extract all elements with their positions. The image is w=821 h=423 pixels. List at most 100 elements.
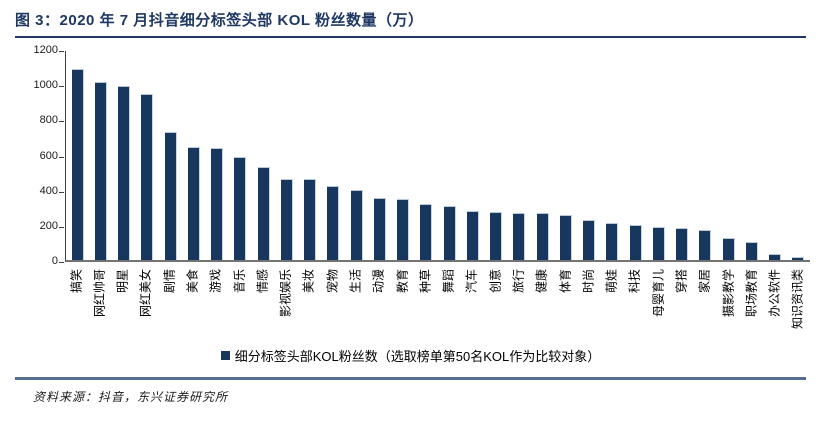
- x-axis-label: 种草: [418, 269, 433, 294]
- bar-column: [229, 51, 252, 260]
- bar-column: [485, 51, 508, 260]
- bar: [513, 213, 526, 260]
- x-axis-label: 体育: [558, 269, 573, 294]
- x-axis-label: 摄影教学: [721, 269, 736, 318]
- bar: [490, 211, 503, 260]
- bar-column: [299, 51, 322, 260]
- x-axis-label: 职场教育: [744, 269, 759, 318]
- bar: [745, 242, 758, 260]
- bar: [373, 197, 386, 260]
- x-axis-label: 旅行: [511, 269, 526, 294]
- bar: [234, 157, 247, 260]
- bar: [606, 223, 619, 260]
- bar-column: [113, 51, 136, 260]
- y-axis-label: 1000: [33, 79, 58, 92]
- bar-column: [624, 51, 647, 260]
- bar: [164, 131, 177, 260]
- x-axis-label: 搞笑: [69, 269, 84, 294]
- bar: [327, 186, 340, 260]
- bar: [559, 215, 572, 260]
- y-axis-tick: [59, 121, 64, 123]
- footer-divider: [15, 377, 806, 380]
- bar-column: [275, 51, 298, 260]
- bar: [420, 203, 433, 260]
- bar-column: [717, 51, 740, 260]
- bar-column: [322, 51, 345, 260]
- bar: [350, 189, 363, 260]
- x-axis-label: 生活: [348, 269, 363, 294]
- x-axis-label: 办公软件: [767, 269, 782, 318]
- title-underline: [15, 36, 806, 38]
- bar-column: [694, 51, 717, 260]
- bar-column: [159, 51, 182, 260]
- bar: [699, 230, 712, 260]
- x-axis-label: 健康: [534, 269, 549, 294]
- bar-column: [438, 51, 461, 260]
- bar-column: [136, 51, 159, 260]
- bar-column: [601, 51, 624, 260]
- plot-area: [65, 51, 810, 262]
- bar-column: [66, 51, 89, 260]
- bar: [676, 227, 689, 260]
- x-axis-label: 剧情: [162, 269, 177, 294]
- bar-column: [206, 51, 229, 260]
- y-axis-label: 400: [39, 184, 58, 197]
- bar: [304, 179, 317, 260]
- x-axis-label: 美妆: [301, 269, 316, 294]
- y-axis-label: 600: [39, 149, 58, 162]
- y-axis-label: 1200: [33, 44, 58, 56]
- bar: [118, 85, 131, 260]
- x-axis-label: 汽车: [464, 269, 479, 294]
- y-axis-tick: [59, 156, 64, 158]
- bar: [792, 256, 805, 260]
- bar: [583, 219, 596, 260]
- figure-header: 图 3：2020 年 7 月抖音细分标签头部 KOL 粉丝数量（万）: [0, 0, 821, 30]
- bar-column: [508, 51, 531, 260]
- x-axis-label: 科技: [627, 269, 642, 294]
- bar-column: [531, 51, 554, 260]
- bar-column: [461, 51, 484, 260]
- bar: [71, 69, 84, 260]
- bar: [769, 253, 782, 260]
- bar: [443, 205, 456, 260]
- y-axis-tick: [59, 262, 64, 263]
- bar-column: [252, 51, 275, 260]
- bar-column: [554, 51, 577, 260]
- bar: [466, 210, 479, 260]
- x-axis-label: 穿搭: [674, 269, 689, 294]
- x-axis-label: 家居: [697, 269, 712, 294]
- bar: [141, 93, 154, 260]
- bar-column: [415, 51, 438, 260]
- bar-column: [182, 51, 205, 260]
- y-axis-tick: [59, 226, 64, 228]
- figure-title: 图 3：2020 年 7 月抖音细分标签头部 KOL 粉丝数量（万）: [15, 12, 424, 29]
- legend-square-icon: [220, 351, 230, 360]
- x-axis-label: 动漫: [371, 269, 386, 294]
- bar-chart: 0 200 400 600 800 1000 1200 搞笑 网红帅哥 明星 网红美女 剧情 美食 游戏…: [0, 44, 821, 344]
- x-axis-label: 音乐: [232, 269, 247, 294]
- y-axis-label: 200: [39, 219, 58, 232]
- bar-column: [671, 51, 694, 260]
- bar-column: [345, 51, 368, 260]
- bar: [652, 226, 665, 260]
- x-axis-label: 宠物: [325, 269, 340, 294]
- y-axis-label: 0: [51, 255, 58, 267]
- x-axis-label: 影视娱乐: [278, 269, 293, 318]
- x-axis-label: 明星: [115, 269, 130, 294]
- bar-column: [89, 51, 112, 260]
- x-axis-label: 萌娃: [604, 269, 619, 294]
- x-axis-label: 教育: [395, 269, 410, 294]
- x-axis-label: 知识资讯类: [790, 269, 805, 330]
- x-axis-label: 情感: [255, 269, 270, 294]
- bar: [280, 179, 293, 260]
- bar-column: [787, 51, 810, 260]
- bar: [187, 146, 200, 260]
- bar: [211, 147, 224, 260]
- chart-legend: 细分标签头部KOL粉丝数（选取榜单第50名KOL作为比较对象）: [0, 346, 821, 365]
- bar: [629, 224, 642, 260]
- source-note: 资料来源：抖音，东兴证券研究所: [33, 390, 229, 404]
- bar: [722, 238, 735, 260]
- y-axis-label: 800: [39, 114, 58, 127]
- x-axis-label: 创意: [488, 269, 503, 294]
- bar-column: [740, 51, 763, 260]
